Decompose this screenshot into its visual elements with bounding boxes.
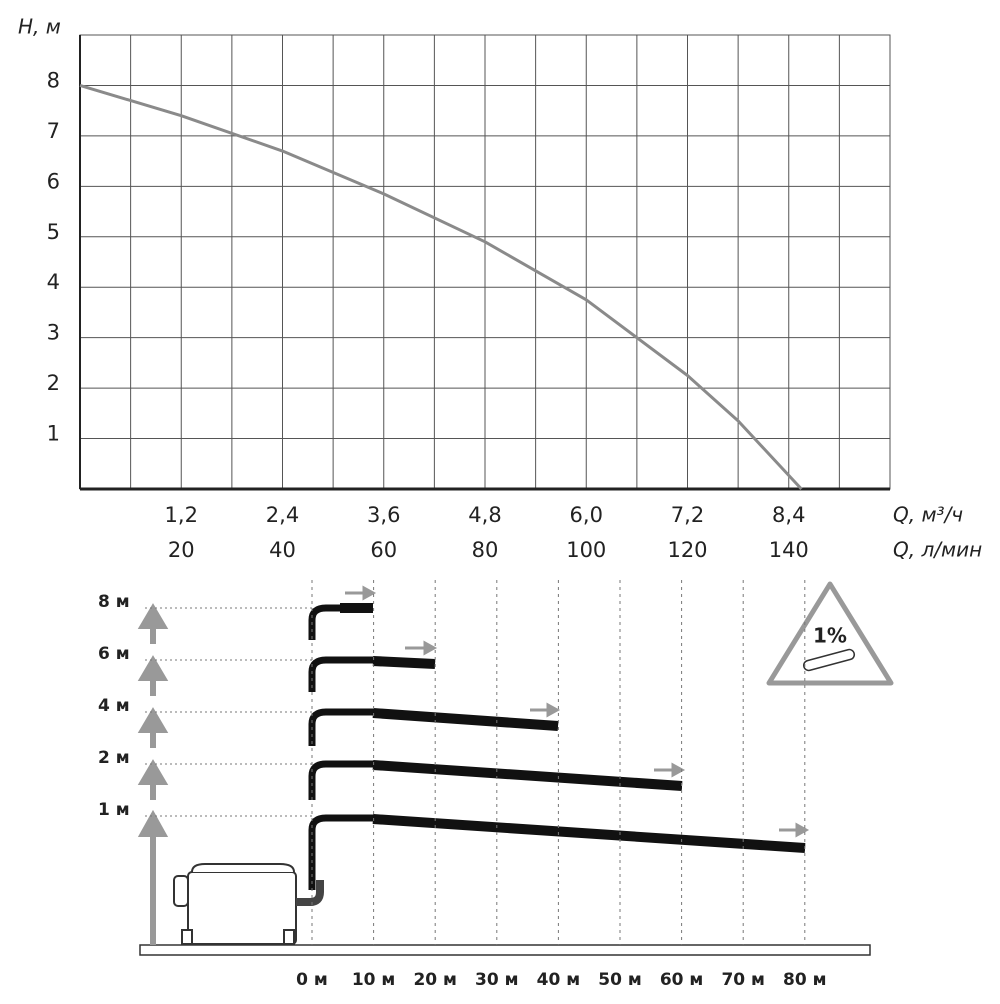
x-axis-label: Q, м³/ч <box>893 503 963 527</box>
y-tick-label: 1 <box>47 422 60 446</box>
y-tick-label: 4 <box>47 270 60 294</box>
x2-axis-label: Q, л/мин <box>893 538 982 562</box>
distance-label: 30 м <box>475 970 518 990</box>
distance-label: 50 м <box>598 970 641 990</box>
height-arrow-head <box>137 809 169 837</box>
distance-label: 40 м <box>537 970 580 990</box>
height-label: 6 м <box>98 644 130 664</box>
pipe <box>372 760 683 791</box>
flow-arrow-head <box>671 762 686 778</box>
diagram: 1% <box>137 581 894 956</box>
height-arrow-head <box>137 707 169 733</box>
y-tick-label: 2 <box>47 371 60 395</box>
x-tick-label: 3,6 <box>367 503 400 527</box>
height-label: 1 м <box>98 800 130 820</box>
distance-label: 10 м <box>352 970 395 990</box>
pump-foot <box>283 929 295 945</box>
pipe <box>372 708 559 731</box>
pump-body <box>187 871 297 945</box>
y-tick-label: 3 <box>47 321 60 345</box>
pipe <box>308 814 806 890</box>
x2-tick-label: 120 <box>667 538 707 562</box>
y-tick-label: 5 <box>47 220 60 244</box>
x-tick-label: 4,8 <box>468 503 501 527</box>
floor <box>139 944 871 956</box>
pump-foot <box>181 929 193 945</box>
x-tick-label: 1,2 <box>165 503 198 527</box>
flow-arrows <box>345 585 810 838</box>
x-tick-label: 6,0 <box>570 503 603 527</box>
x2-tick-label: 60 <box>370 538 397 562</box>
x-tick-label: 2,4 <box>266 503 299 527</box>
y-tick-label: 6 <box>47 169 60 193</box>
height-arrows <box>137 603 169 945</box>
height-label: 2 м <box>98 748 130 768</box>
pipe <box>308 604 373 640</box>
x2-tick-label: 40 <box>269 538 296 562</box>
x-tick-label: 8,4 <box>772 503 805 527</box>
pipe <box>308 708 559 746</box>
pipe <box>372 656 436 669</box>
y-tick-label: 7 <box>47 119 60 143</box>
pipe <box>372 814 806 853</box>
pump-inlet <box>173 875 189 907</box>
pump-lid <box>191 863 295 873</box>
flow-arrow-head <box>362 585 377 601</box>
y-tick-label: 8 <box>47 68 60 92</box>
y-axis-label: H, м <box>18 15 61 39</box>
slope-icon <box>802 648 856 672</box>
height-label: 8 м <box>98 592 130 612</box>
pump-outlet <box>296 880 324 906</box>
flow-arrow-head <box>423 640 438 656</box>
x-tick-label: 7,2 <box>671 503 704 527</box>
x2-tick-label: 80 <box>472 538 499 562</box>
distance-label: 70 м <box>721 970 764 990</box>
flow-arrow-head <box>795 822 810 838</box>
pump <box>173 863 324 945</box>
pump-curve <box>79 84 803 491</box>
slope-label: 1% <box>813 624 847 648</box>
x2-tick-label: 100 <box>566 538 606 562</box>
height-label: 4 м <box>98 696 130 716</box>
slope-sign <box>766 581 894 686</box>
x2-tick-label: 140 <box>769 538 809 562</box>
distance-label: 60 м <box>660 970 703 990</box>
distance-label: 80 м <box>783 970 826 990</box>
flow-arrow-head <box>546 702 561 718</box>
height-arrow-head <box>137 759 169 785</box>
distance-label: 0 м <box>296 970 328 990</box>
height-arrow-head <box>137 603 169 629</box>
height-arrow-head <box>137 655 169 681</box>
x2-tick-label: 20 <box>168 538 195 562</box>
pipes <box>308 603 806 890</box>
distance-label: 20 м <box>413 970 456 990</box>
pipe <box>308 760 683 800</box>
